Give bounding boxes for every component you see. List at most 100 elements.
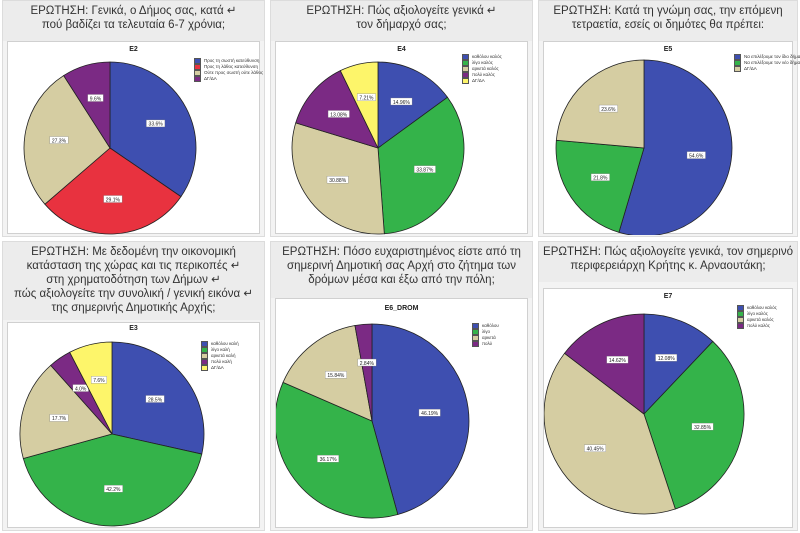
legend-swatch [201, 353, 208, 359]
legend-swatch [462, 66, 469, 72]
legend-item: λίγο [472, 329, 499, 335]
legend-swatch [201, 359, 208, 365]
legend-label: λίγο [482, 329, 491, 334]
slice-label: 15.84% [327, 373, 345, 379]
slice-label: 28.5% [148, 397, 163, 403]
legend-swatch [472, 335, 479, 341]
legend-label: αρκετά καλός [472, 66, 499, 71]
slice-label: 36.17% [320, 457, 338, 463]
pie-slice [555, 139, 645, 233]
legend-label: αρκετά καλή [211, 353, 236, 358]
pie-slice [371, 323, 470, 515]
legend-swatch [194, 76, 201, 82]
legend-label: ΔΓ/ΔΑ [204, 76, 217, 81]
pie-slice [295, 70, 379, 149]
legend-swatch [201, 341, 208, 347]
chart-title: E7 [663, 293, 673, 300]
slice-label: 23.6% [601, 107, 616, 113]
slice-label: 14.96% [393, 100, 411, 106]
slice-label: 30.88% [329, 178, 347, 184]
slice-label-bg [91, 376, 107, 384]
question-title: ΕΡΩΤΗΣΗ: Πώς αξιολογείτε γενικά, τον σημ… [539, 242, 797, 282]
legend-item: πολύ καλός [462, 72, 502, 78]
pie-slice [563, 313, 645, 415]
slice-label: 33.6% [149, 122, 164, 128]
legend-item: πολύ [472, 341, 499, 347]
legend-swatch [472, 341, 479, 347]
panel-e6-drom: ΕΡΩΤΗΣΗ: Πόσο ευχαριστημένος είστε από τ… [270, 241, 533, 531]
slice-label-bg [49, 136, 69, 144]
pie-slice [618, 59, 733, 235]
chart-title: E3 [129, 325, 138, 332]
legend-swatch [472, 329, 479, 335]
slice-label-bg [418, 409, 441, 417]
legend-label: καθόλου καλή [211, 341, 239, 346]
slice-label-bg [590, 173, 610, 181]
legend-item: καθόλου καλός [737, 305, 777, 311]
legend-label: πολύ [482, 341, 493, 346]
legend-item: λίγο καλή [201, 347, 239, 353]
legend-item: αρκετά καλός [737, 317, 777, 323]
slice-label: 40.45% [587, 447, 605, 453]
legend: καθόλου καλός λίγο καλός αρκετά καλός πολύ … [737, 305, 777, 329]
chart-box: E5 54.6% 21.8% 23.6% Να επιλέξουμε τον ίδι… [543, 41, 800, 235]
legend-swatch [201, 347, 208, 353]
pie-slice [44, 147, 182, 235]
slice-label-bg [103, 195, 123, 203]
pie-slice [354, 323, 373, 422]
slice-label: 33.87% [416, 167, 434, 173]
legend-item: Προς τη λάθος κατεύθυνση [194, 64, 263, 70]
pie-slice [109, 61, 197, 198]
legend-item: Να επιλέξουμε τον νέο δήμαρχο [734, 60, 800, 66]
legend-label: ΔΓ/ΔΑ [211, 365, 224, 370]
slice-label: 4.0% [75, 386, 87, 392]
slice-label: 21.8% [593, 175, 608, 181]
pie-slice [377, 61, 449, 149]
slice-label: 27.3% [52, 138, 67, 144]
legend-swatch [462, 54, 469, 60]
legend-label: λίγο καλός [747, 311, 768, 316]
question-title: ΕΡΩΤΗΣΗ: Πώς αξιολογείτε γενικά ↵ τον δή… [271, 1, 532, 41]
legend: καθόλου καλός λίγο καλός αρκετά καλός πολύ … [462, 54, 502, 84]
pie-chart-e4: 14.96% 33.87% 30.88% 13.08% 7.21% [291, 61, 465, 235]
slice-label: 12.08% [658, 356, 676, 362]
slice-label: 17.7% [52, 416, 67, 422]
legend-swatch [737, 317, 744, 323]
slice-label: 13.08% [330, 112, 348, 118]
slice-label: 42.2% [106, 487, 121, 493]
legend-label: πολύ καλός [747, 323, 770, 328]
legend: Προς τη σωστή κατεύθυνση Προς τη λάθος κα… [194, 58, 263, 82]
legend-label: αρκετά καλός [747, 317, 774, 322]
slice-label-bg [49, 414, 69, 422]
chart-box: E7 12.08% 32.85% 40.45% 14.62% καθόλου καλό… [543, 288, 793, 528]
legend-swatch [201, 365, 208, 371]
legend-label: καθόλου καλός [747, 305, 777, 310]
slice-label: 7.21% [359, 96, 374, 102]
legend-label: καθόλου [482, 323, 499, 328]
chart-title: E6_DROM [384, 305, 419, 312]
legend-swatch [737, 323, 744, 329]
slice-label-bg [325, 371, 347, 379]
legend-swatch [194, 70, 201, 76]
pie-chart-e3: 28.5% 42.2% 17.7% 4.0% 7.6% [19, 341, 205, 527]
legend-swatch [734, 54, 741, 60]
legend-item: καθόλου καλός [462, 54, 502, 60]
legend-item: πολύ καλός [737, 323, 777, 329]
panel-e4: ΕΡΩΤΗΣΗ: Πώς αξιολογείτε γενικά ↵ τον δή… [270, 0, 533, 237]
slice-label-bg [691, 422, 714, 431]
chart-box: E4 14.96% 33.87% 30.88% 13.08% 7.21% καθόλου… [275, 41, 528, 235]
legend-swatch [462, 60, 469, 66]
chart-title: E4 [397, 46, 406, 53]
legend-item: αρκετά καλός [462, 66, 502, 72]
legend-swatch [194, 58, 201, 64]
legend-label: ΔΓ/ΔΑ [472, 78, 485, 83]
slice-label-bg [327, 110, 350, 118]
legend-swatch [737, 311, 744, 317]
pie-chart-e7: 12.08% 32.85% 40.45% 14.62% [544, 313, 745, 515]
pie-slice [544, 352, 676, 515]
legend-label: Να επιλέξουμε τον νέο δήμαρχο [744, 60, 800, 65]
legend-label: πολύ καλή [211, 359, 232, 364]
slice-label-bg [390, 97, 413, 106]
question-title: ΕΡΩΤΗΣΗ: Γενικά, ο Δήμος σας, κατά ↵ πού… [3, 1, 264, 41]
legend-label: πολύ καλός [472, 72, 495, 77]
